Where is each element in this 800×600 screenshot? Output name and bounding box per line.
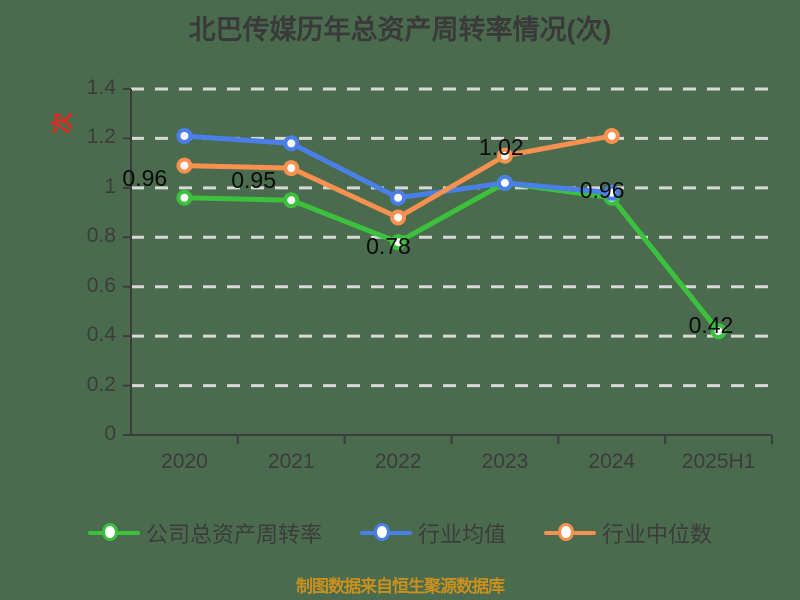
data-point (496, 174, 513, 191)
y-tick-label: 1.4 (86, 76, 116, 99)
data-point-label: 0.95 (231, 167, 277, 194)
data-point (710, 323, 727, 340)
y-tick-label: 0.8 (86, 224, 116, 248)
data-point (176, 189, 193, 206)
x-tick-label: 2022 (374, 450, 422, 473)
legend-marker-icon (544, 521, 596, 545)
footer-note: 制图数据来自恒生聚源数据库 (296, 577, 505, 596)
series-lines-group (181, 133, 722, 334)
x-tick-marks-group (236, 435, 773, 444)
y-tick-label: 0.6 (86, 273, 116, 297)
data-point-label: 0.42 (688, 312, 734, 339)
y-tick-label: 1.2 (86, 125, 116, 149)
legend-item-0[interactable]: 公司总资产周转率 (87, 517, 322, 549)
data-point-label: 0.96 (122, 164, 168, 191)
data-point (603, 127, 620, 144)
y-tick-marks-group (123, 88, 131, 436)
data-point (176, 157, 193, 174)
series-line-0 (181, 180, 722, 334)
legend-label: 行业中位数 (602, 522, 713, 547)
x-tick-label: 2021 (267, 450, 315, 473)
legend-dot-icon (558, 523, 574, 541)
data-point-label: 1.02 (478, 133, 524, 160)
data-point-label: 0.96 (579, 176, 625, 203)
data-point (390, 234, 407, 251)
x-tick-label: 2024 (588, 450, 636, 473)
legend-item-2[interactable]: 行业中位数 (544, 517, 712, 549)
data-point (603, 184, 620, 201)
data-point (390, 209, 407, 226)
legend-marker-icon (87, 521, 140, 545)
legend-item-1[interactable]: 行业均值 (359, 517, 506, 549)
x-tick-label: 2025H1 (681, 450, 756, 473)
data-point (283, 135, 300, 152)
legend-marker-icon (359, 521, 412, 545)
data-point-label: 0.78 (366, 233, 411, 260)
y-tick-label: 0.2 (86, 372, 116, 396)
data-point (176, 127, 193, 144)
legend-label: 行业均值 (417, 522, 506, 547)
data-point (496, 147, 513, 164)
y-tick-label: 1 (104, 174, 116, 198)
legend-dot-icon (373, 523, 390, 541)
chart-legend: 公司总资产周转率 行业均值 行业中位数 (0, 517, 800, 549)
page-title: 北巴传媒历年总资产周转率情况(次) (188, 15, 612, 45)
legend-dot-icon (101, 523, 118, 541)
x-tick-label: 2020 (161, 450, 208, 473)
x-tick-label: 2023 (481, 450, 529, 473)
data-point (283, 160, 300, 177)
gridlines-group (131, 87, 772, 388)
y-tick-label: 0.4 (86, 323, 116, 347)
y-tick-label: 0 (104, 422, 116, 445)
data-point (283, 192, 300, 209)
legend-label: 公司总资产周转率 (145, 522, 322, 547)
series-points-group (176, 127, 727, 340)
data-point (390, 189, 407, 206)
